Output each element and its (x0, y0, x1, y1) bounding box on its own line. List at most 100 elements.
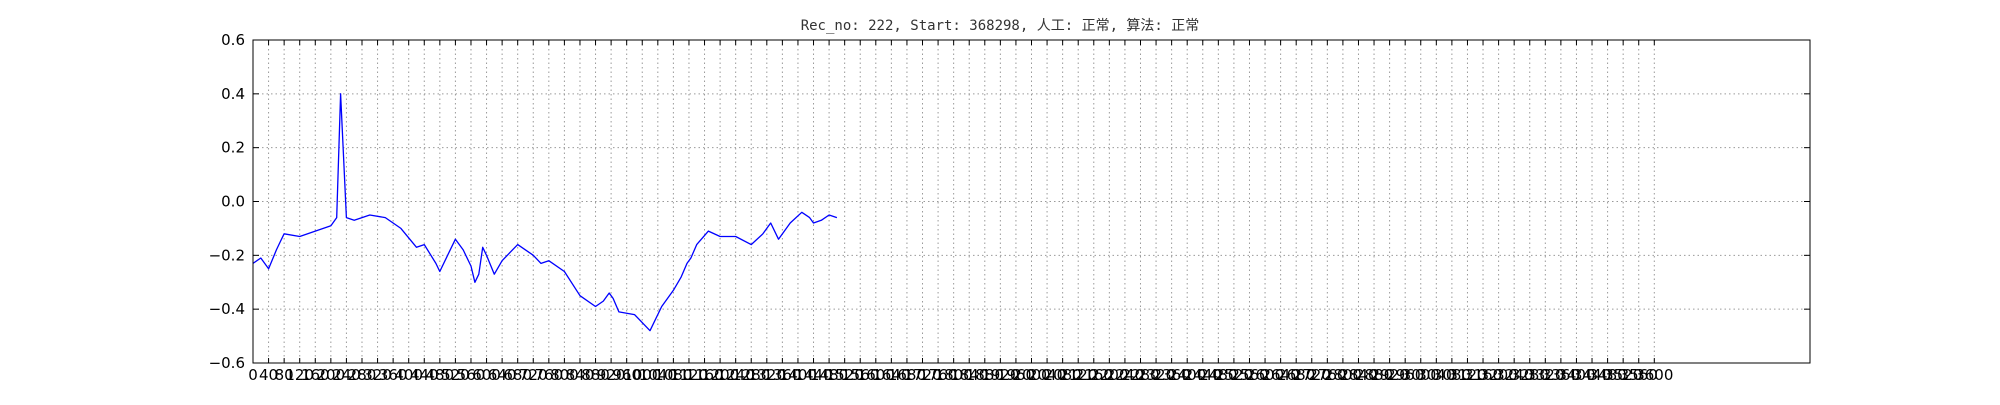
x-tick-label: 1120 (670, 366, 708, 384)
x-tick-label: 520 (441, 366, 470, 384)
x-tick-label: 2640 (1262, 366, 1300, 384)
x-tick-label: 2560 (1230, 366, 1268, 384)
series-layer (252, 93, 838, 332)
x-tick-label: 2240 (1106, 366, 1144, 384)
x-tick-label: 3000 (1402, 366, 1440, 384)
x-tick-label: 760 (535, 366, 564, 384)
x-tick-label: 3520 (1604, 366, 1642, 384)
x-tick-label: 680 (503, 366, 532, 384)
x-tick-label: 3160 (1464, 366, 1502, 384)
x-tick-label: 3240 (1495, 366, 1533, 384)
x-tick-label: 240 (332, 366, 361, 384)
x-tick-label: 2320 (1137, 366, 1175, 384)
x-tick-label: 1160 (685, 366, 723, 384)
x-tick-label: 2840 (1339, 366, 1377, 384)
x-tick-label: 1360 (763, 366, 801, 384)
x-tick-label: 2200 (1090, 366, 1128, 384)
x-tick-label: 400 (394, 366, 423, 384)
x-tick-label: 2760 (1308, 366, 1346, 384)
x-tick-label: 1320 (748, 366, 786, 384)
axes-frame (252, 39, 1811, 364)
x-tick-label: 320 (363, 366, 392, 384)
x-tick-label: 1000 (623, 366, 661, 384)
y-tick-label: 0.6 (221, 31, 245, 49)
x-tick-label: 840 (566, 366, 595, 384)
x-tick-label: 880 (581, 366, 610, 384)
x-tick-label: 2480 (1199, 366, 1237, 384)
x-tick-label: 1840 (950, 366, 988, 384)
x-tick-label: 2720 (1293, 366, 1331, 384)
x-tick-label: 720 (519, 366, 548, 384)
x-tick-label: 3400 (1557, 366, 1595, 384)
x-tick-label: 3040 (1417, 366, 1455, 384)
x-tick-label: 3600 (1635, 366, 1673, 384)
x-tick-label: 2400 (1168, 366, 1206, 384)
x-tick-label: 1040 (639, 366, 677, 384)
y-tick-label: 0.4 (221, 85, 245, 103)
x-tick-label: 1880 (966, 366, 1004, 384)
x-tick-label: 2080 (1044, 366, 1082, 384)
x-tick-label: 3200 (1480, 366, 1518, 384)
x-tick-label: 40 (259, 366, 278, 384)
x-tick-label: 600 (472, 366, 501, 384)
x-tick-label: 120 (285, 366, 314, 384)
x-tick-label: 2000 (1012, 366, 1050, 384)
y-tick-label: −0.4 (209, 300, 245, 318)
x-tick-label: 3480 (1588, 366, 1626, 384)
x-tick-label: 1920 (981, 366, 1019, 384)
x-tick-label: 480 (426, 366, 455, 384)
x-tick-label: 3280 (1511, 366, 1549, 384)
x-tick-label: 200 (317, 366, 346, 384)
x-tick-label: 2680 (1277, 366, 1315, 384)
x-tick-label: 800 (550, 366, 579, 384)
x-tick-label: 2520 (1215, 366, 1253, 384)
x-tick-label: 3120 (1448, 366, 1486, 384)
x-tick-label: 1240 (717, 366, 755, 384)
grid (253, 40, 1810, 363)
x-tick-label: 1680 (888, 366, 926, 384)
x-tick-label: 1640 (872, 366, 910, 384)
x-tick-label: 2280 (1121, 366, 1159, 384)
x-tick-label: 3080 (1433, 366, 1471, 384)
x-tick-label: 3440 (1573, 366, 1611, 384)
x-tick-label: 1800 (935, 366, 973, 384)
y-tick-label: −0.6 (209, 354, 245, 372)
x-tick-label: 1280 (732, 366, 770, 384)
x-tick-label: 2600 (1246, 366, 1284, 384)
x-tick-label: 280 (348, 366, 377, 384)
x-tick-label: 1440 (794, 366, 832, 384)
x-tick-label: 2160 (1075, 366, 1113, 384)
x-tick-label: 1600 (857, 366, 895, 384)
y-tick-label: 0.2 (221, 139, 245, 157)
ecg-trace (252, 93, 838, 332)
x-tick-label: 1560 (841, 366, 879, 384)
x-tick-labels: 0 408012016020024028032036040044048052056… (248, 366, 1673, 384)
x-tick-label: 360 (379, 366, 408, 384)
y-tick-label: 0.0 (221, 193, 245, 211)
x-tick-label: 1720 (903, 366, 941, 384)
x-tick-label: 2440 (1184, 366, 1222, 384)
x-tick-label: 2960 (1386, 366, 1424, 384)
x-tick-label: 80 (275, 366, 294, 384)
x-tick-label: 640 (488, 366, 517, 384)
x-tick-label: 440 (410, 366, 439, 384)
x-tick-label: 3320 (1526, 366, 1564, 384)
x-tick-label: 3360 (1542, 366, 1580, 384)
x-tick-label: 2360 (1153, 366, 1191, 384)
x-tick-label: 2920 (1371, 366, 1409, 384)
x-tick-label: 3560 (1620, 366, 1658, 384)
x-tick-label: 1400 (779, 366, 817, 384)
x-tick-label: 920 (597, 366, 626, 384)
x-tick-label: 1520 (826, 366, 864, 384)
x-tick-label: 1760 (919, 366, 957, 384)
x-tick-label: 560 (457, 366, 486, 384)
x-tick-label: 1480 (810, 366, 848, 384)
x-tick-label: 2040 (1028, 366, 1066, 384)
y-tick-label: −0.2 (209, 246, 245, 264)
x-tick-label: 0 (248, 366, 258, 384)
x-tick-label: 160 (301, 366, 330, 384)
x-tick-label: 2120 (1059, 366, 1097, 384)
x-tick-label: 1080 (654, 366, 692, 384)
